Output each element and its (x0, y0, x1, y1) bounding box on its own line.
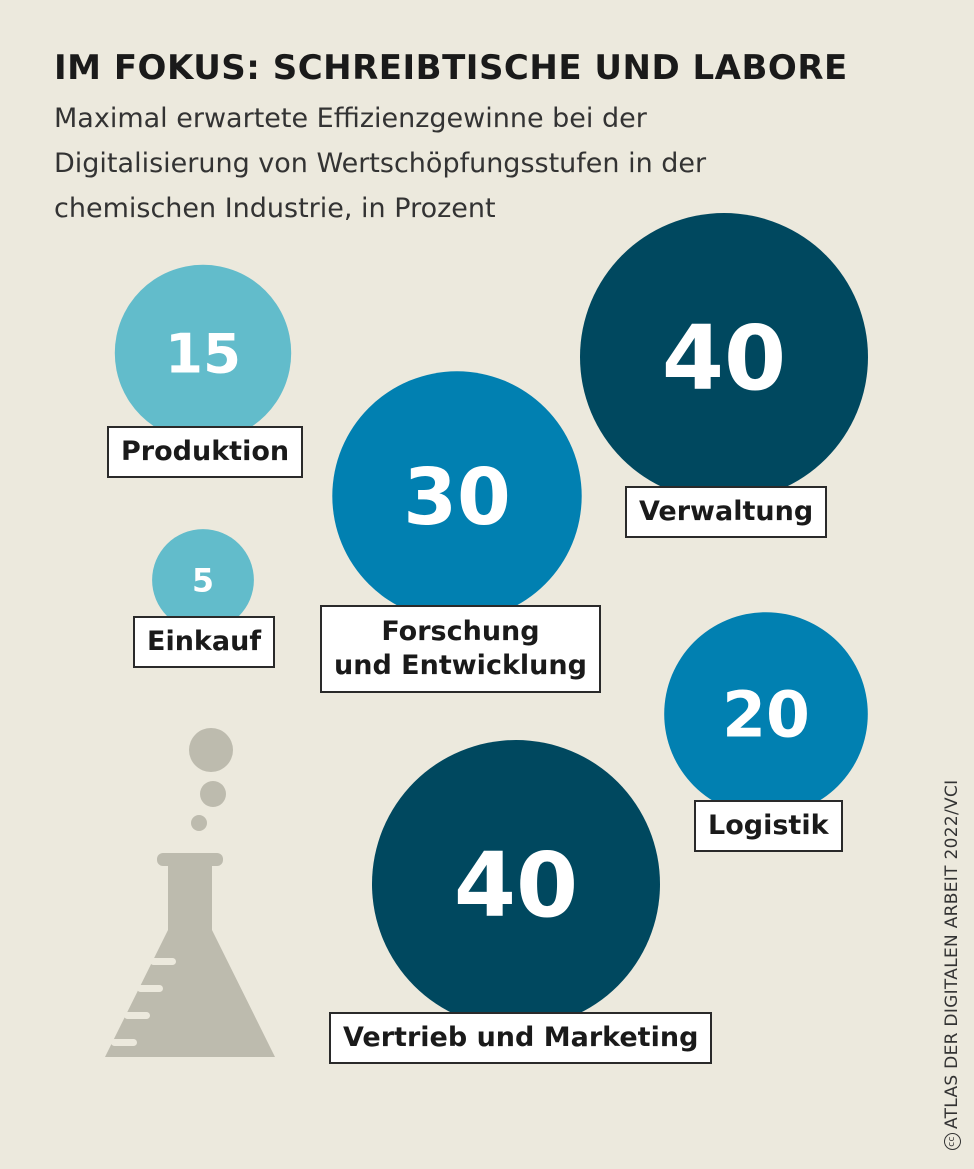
label-line: Einkauf (147, 626, 262, 657)
bubble-verwaltung (580, 213, 868, 501)
label-line: Verwaltung (639, 496, 814, 527)
label-produktion: Produktion (107, 426, 304, 478)
value-label-verwaltung: 40 (662, 307, 786, 411)
subtitle-line: Digitalisierung von Wertschöpfungsstufen… (54, 148, 707, 179)
value-label-einkauf: 5 (192, 563, 214, 599)
lab-flask-icon (105, 728, 275, 1057)
value-label-vertrieb: 40 (454, 834, 578, 938)
label-line: Produktion (121, 436, 290, 467)
label-line: Vertrieb und Marketing (343, 1022, 699, 1053)
label-logistik: Logistik (694, 800, 843, 852)
value-label-produktion: 15 (165, 322, 241, 386)
creative-commons-icon: cc (943, 1133, 961, 1150)
subtitle-line: chemischen Industrie, in Prozent (54, 193, 496, 224)
label-verwaltung: Verwaltung (625, 486, 828, 538)
label-vertrieb: Vertrieb und Marketing (329, 1012, 713, 1064)
subtitle-line: Maximal erwartete Effizienzgewinne bei d… (54, 103, 647, 134)
bubble-forschung (332, 371, 582, 621)
label-line: Logistik (708, 810, 829, 841)
bubble-produktion (114, 264, 292, 442)
label-forschung: Forschung und Entwicklung (320, 605, 601, 693)
bubble-einkauf (152, 529, 254, 631)
label-einkauf: Einkauf (133, 616, 276, 668)
label-line: Forschung (381, 616, 540, 647)
credit-text: ATLAS DER DIGITALEN ARBEIT 2022/VCI (942, 779, 962, 1129)
value-label-forschung: 30 (403, 453, 511, 543)
bubble-vertrieb (372, 740, 660, 1028)
value-label-logistik: 20 (722, 678, 810, 752)
chart-title: IM FOKUS: SCHREIBTISCHE UND LABORE (54, 48, 848, 88)
credit-line: cc ATLAS DER DIGITALEN ARBEIT 2022/VCI (942, 780, 962, 1150)
label-line: und Entwicklung (334, 650, 587, 681)
chart-subtitle: Maximal erwartete Effizienzgewinne bei d… (54, 96, 854, 231)
bubble-logistik (664, 612, 868, 816)
